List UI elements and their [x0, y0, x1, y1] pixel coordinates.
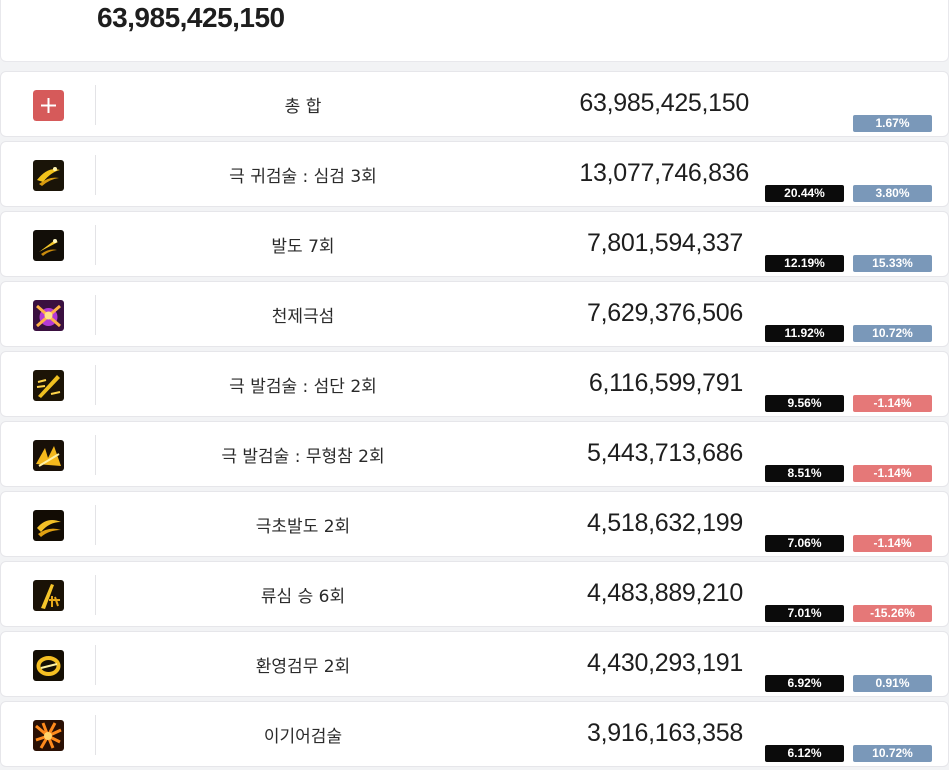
muhyeongcham-icon [33, 440, 64, 471]
damage-value: 4,483,889,210 [587, 579, 743, 607]
damage-value: 3,916,163,358 [587, 719, 743, 747]
skill-name: 이기어검술 [263, 727, 343, 747]
cheonje-geukseom-icon [33, 300, 64, 331]
plus-icon [33, 90, 64, 121]
share-badge: 20.44% [765, 185, 844, 202]
skill-name: 극 발검술 : 섬단 2회 [229, 377, 377, 397]
skill-name: 환영검무 2회 [255, 657, 351, 677]
divider [95, 295, 96, 335]
damage-value: 5,443,713,686 [587, 439, 743, 467]
list-item: 류심 승 6회 4,483,889,210 7.01% -15.26% [0, 561, 949, 627]
skill-name: 류심 승 6회 [260, 587, 346, 607]
share-badge: 7.01% [765, 605, 844, 622]
damage-value: 63,985,425,150 [579, 89, 749, 117]
damage-value: 7,801,594,337 [587, 229, 743, 257]
list-item: 극초발도 2회 4,518,632,199 7.06% -1.14% [0, 491, 949, 557]
damage-value: 7,629,376,506 [587, 299, 743, 327]
diff-badge: 1.67% [853, 115, 932, 132]
divider [95, 505, 96, 545]
seomdan-icon [33, 370, 64, 401]
diff-badge: 10.72% [853, 325, 932, 342]
ryusim-seung-icon [33, 580, 64, 611]
damage-value: 6,116,599,791 [588, 369, 743, 397]
geukchobaldo-icon [33, 510, 64, 541]
share-badge: 6.92% [765, 675, 844, 692]
diff-badge: -1.14% [853, 465, 932, 482]
list-item: 환영검무 2회 4,430,293,191 6.92% 0.91% [0, 631, 949, 697]
diff-badge: -15.26% [853, 605, 932, 622]
list-item: 극 발검술 : 무형참 2회 5,443,713,686 8.51% -1.14… [0, 421, 949, 487]
damage-value: 13,077,746,836 [579, 159, 749, 187]
skill-name: 극 귀검술 : 심검 3회 [229, 167, 377, 187]
divider [95, 365, 96, 405]
damage-value: 4,430,293,191 [587, 649, 743, 677]
list-item: 발도 7회 7,801,594,337 12.19% 15.33% [0, 211, 949, 277]
list-item: 천제극섬 7,629,376,506 11.92% 10.72% [0, 281, 949, 347]
divider [95, 155, 96, 195]
list-item-total: 총 합 63,985,425,150 1.67% [0, 71, 949, 137]
igieo-geomsul-icon [33, 720, 64, 751]
divider [95, 645, 96, 685]
share-badge: 11.92% [765, 325, 844, 342]
diff-badge: 0.91% [853, 675, 932, 692]
share-badge: 6.12% [765, 745, 844, 762]
diff-badge: 3.80% [853, 185, 932, 202]
hwanyeong-geommu-icon [33, 650, 64, 681]
skill-name: 극초발도 2회 [255, 517, 351, 537]
list-item: 이기어검술 3,916,163,358 6.12% 10.72% [0, 701, 949, 767]
baldo-icon [33, 230, 64, 261]
list-item: 극 귀검술 : 심검 3회 13,077,746,836 20.44% 3.80… [0, 141, 949, 207]
diff-badge: 15.33% [853, 255, 932, 272]
diff-badge: -1.14% [853, 535, 932, 552]
list-item: 극 발검술 : 섬단 2회 6,116,599,791 9.56% -1.14% [0, 351, 949, 417]
divider [95, 435, 96, 475]
total-damage: 63,985,425,150 [97, 2, 285, 33]
divider [95, 715, 96, 755]
diff-badge: -1.14% [853, 395, 932, 412]
divider [95, 575, 96, 615]
share-badge: 7.06% [765, 535, 844, 552]
skill-name: 극 발검술 : 무형참 2회 [221, 447, 385, 467]
summary-card: 63,985,425,150 [0, 0, 949, 62]
divider [95, 85, 96, 125]
gwigeom-slash-icon [33, 160, 64, 191]
skill-name: 발도 7회 [271, 237, 335, 257]
share-badge: 12.19% [765, 255, 844, 272]
divider [95, 225, 96, 265]
skill-name: 천제극섬 [271, 307, 335, 327]
skill-name: 총 합 [284, 97, 322, 117]
diff-badge: 10.72% [853, 745, 932, 762]
share-badge: 8.51% [765, 465, 844, 482]
share-badge: 9.56% [765, 395, 844, 412]
damage-value: 4,518,632,199 [587, 509, 743, 537]
